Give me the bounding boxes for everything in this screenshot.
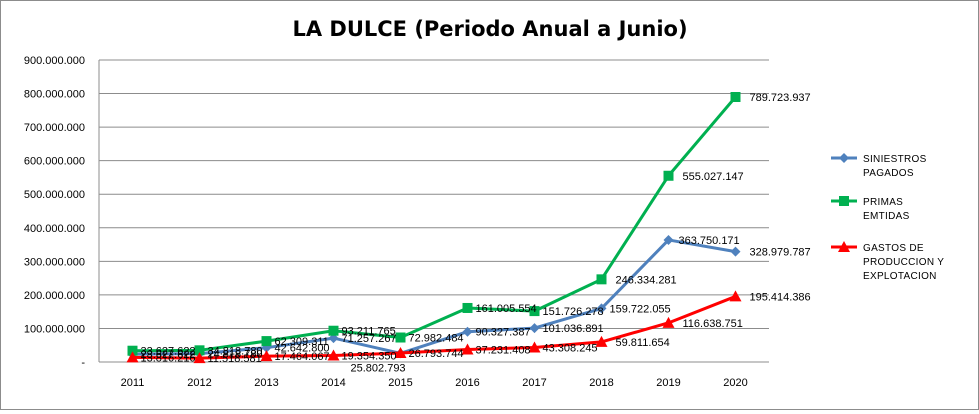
data-label: 37.231.408 [476,345,531,357]
data-label: 42.642.800 [275,343,330,355]
y-tick-label: 700.000.000 [24,122,85,134]
y-tick-label: 300.000.000 [24,256,85,268]
legend: SINIESTROS PAGADOS PRIMAS EMTIDAS GASTOS DE P… [831,153,944,282]
x-tick-label: 2011 [121,377,145,389]
data-point-marker [461,343,474,355]
data-label: 159.722.055 [610,303,671,315]
data-label: 93.211.765 [342,326,396,338]
data-point-marker [194,345,205,356]
gridlines [98,59,769,363]
data-label: 101.036.891 [543,323,604,335]
data-point-marker [662,316,675,328]
data-label: 116.638.751 [683,318,743,330]
y-tick-label: 200.000.000 [24,290,85,302]
x-tick-label: 2017 [522,377,546,389]
x-tick-label: 2019 [656,377,680,389]
data-point-marker [529,323,540,334]
data-point-marker [730,92,741,103]
data-label: 24.818.780 [208,349,263,361]
chart-title: LA DULCE (Periodo Anual a Junio) [292,17,687,41]
data-point-marker [663,170,674,181]
data-point-marker [260,350,273,362]
data-label: 19.354.350 [342,351,397,363]
data-label: 195.414.386 [750,291,811,303]
legend-entry-label: EXPLOTACION [863,271,937,282]
x-tick-label: 2015 [388,377,412,389]
data-point-marker [327,349,340,361]
data-point-marker [261,336,272,347]
data-point-marker [596,274,607,285]
data-label: 25.802.793 [351,362,406,374]
data-point-marker [462,326,473,337]
series-line [132,295,737,360]
y-tick-label: 900.000.000 [24,55,85,67]
data-label: 161.005.554 [476,303,537,315]
data-point-marker [126,351,139,363]
data-point-marker [193,352,206,364]
data-label: 72.982.484 [409,333,464,345]
data-label: 62.309.311 [275,336,329,348]
y-axis-tick-labels: - 100.000.000 200.000.000 300.000.000 400.00… [24,55,86,369]
series-layer [126,92,742,364]
data-label: 23.627.622 [141,349,196,361]
legend-swatch-marker [839,153,849,163]
y-tick-label: 800.000.000 [24,89,85,101]
y-tick-label: 100.000.000 [24,323,85,335]
data-point-marker [394,347,407,359]
data-label: 11.518.581 [208,353,262,365]
x-tick-label: 2018 [589,377,613,389]
data-point-marker [730,246,741,257]
data-point-marker [127,345,138,356]
legend-entry-label: EMTIDAS [863,211,910,222]
data-label: 33.627.622 [141,346,196,358]
legend-entry-label: SINIESTROS [863,154,927,165]
x-tick-label: 2016 [455,377,479,389]
data-label: 789.723.937 [750,92,811,104]
data-label: 13.816.216 [141,352,196,364]
y-tick-label: 400.000.000 [24,223,85,235]
data-point-marker [528,341,541,353]
legend-entry-label: PRIMAS [863,197,903,208]
data-label: 246.334.281 [616,274,677,286]
x-tick-label: 2014 [321,377,345,389]
data-point-marker [395,332,406,343]
x-tick-label: 2012 [187,377,211,389]
x-tick-label: 2013 [254,377,278,389]
y-tick-label: 500.000.000 [24,189,85,201]
data-point-marker [663,234,674,245]
series-line [132,238,736,356]
data-label: 34.818.780 [208,345,263,357]
x-axis-tick-labels: 2011 2012 2013 2014 2015 2016 2017 2018 2019 2020 [121,377,748,389]
legend-entry-label: GASTOS DE [863,243,924,254]
legend-swatch-marker [838,241,850,252]
y-tick-label: 600.000.000 [24,156,85,168]
data-label: 59.811.654 [616,337,670,349]
data-label: 26.793.744 [409,348,464,360]
data-point-marker [596,303,607,314]
y-tick-label: - [81,357,85,369]
data-label: 90.327.387 [476,327,531,339]
data-label: 328.979.787 [750,247,811,259]
x-tick-label: 2020 [723,377,747,389]
data-point-marker [328,325,339,336]
data-point-marker [729,290,742,302]
data-labels: 23.627.622 24.818.780 42.642.800 71.257.267… [141,92,811,374]
data-label: 151.726.278 [543,306,604,318]
data-point-marker [462,302,473,313]
data-label: 43.308.245 [543,342,598,354]
data-point-marker [529,306,540,317]
data-label: 71.257.267 [342,333,397,345]
data-label: 555.027.147 [683,171,744,183]
data-label: 17.464.067 [275,351,330,363]
legend-entry-label: PRODUCCION Y [863,257,944,268]
data-label: 363.750.171 [679,235,740,247]
legend-entry-label: PAGADOS [863,168,914,179]
legend-swatch-marker [839,196,849,206]
series-line [132,96,737,353]
data-point-marker [595,335,608,347]
